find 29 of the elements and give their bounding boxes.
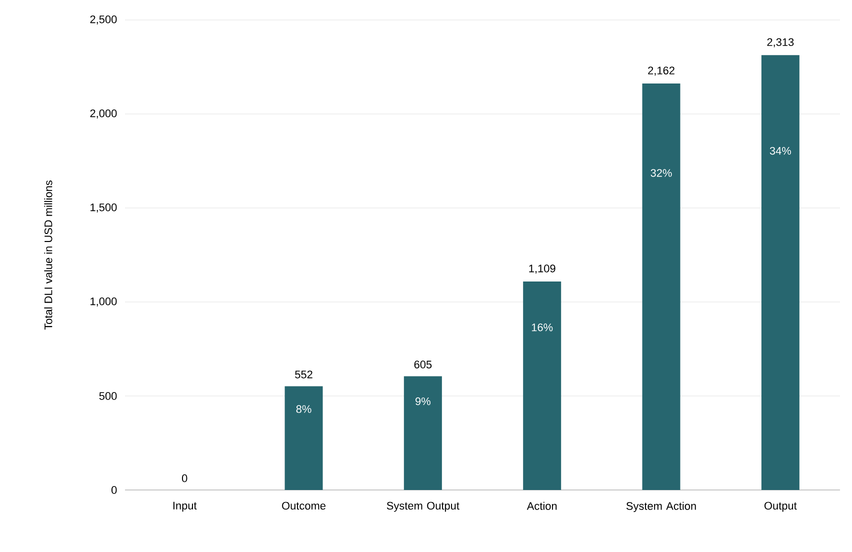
bar <box>642 84 680 490</box>
y-axis-title: Total DLI value in USD millions <box>44 180 52 330</box>
bar <box>761 55 800 490</box>
data-label: 552 <box>295 370 312 378</box>
bar <box>523 281 562 490</box>
x-tick-label: Action <box>526 502 557 510</box>
data-label: 2,162 <box>648 66 674 76</box>
y-tick-label: 2,000 <box>90 109 117 119</box>
annotation: 34% <box>770 146 791 155</box>
y-tick-label: 1,500 <box>90 203 117 213</box>
x-tick-label: System Action <box>626 502 696 512</box>
x-tick-label: Input <box>173 502 197 512</box>
data-label: 0 <box>182 474 188 482</box>
data-label: 2,313 <box>767 38 794 48</box>
annotation: 9% <box>416 397 430 406</box>
bar <box>284 386 323 490</box>
x-tick-label: System Output <box>386 502 460 512</box>
annotation: 16% <box>532 323 553 332</box>
y-tick-label: 0 <box>111 486 117 494</box>
x-tick-label: Output <box>764 502 797 512</box>
bar <box>404 376 442 490</box>
y-tick-label: 500 <box>99 392 117 400</box>
annotation: 8% <box>296 405 312 413</box>
annotation: 32% <box>650 169 672 177</box>
y-tick-label: 2,500 <box>90 15 117 25</box>
x-tick-label: Outcome <box>282 502 326 510</box>
y-tick-label: 1,000 <box>90 297 117 307</box>
data-label: 1,109 <box>529 264 556 274</box>
data-label: 605 <box>414 360 432 368</box>
